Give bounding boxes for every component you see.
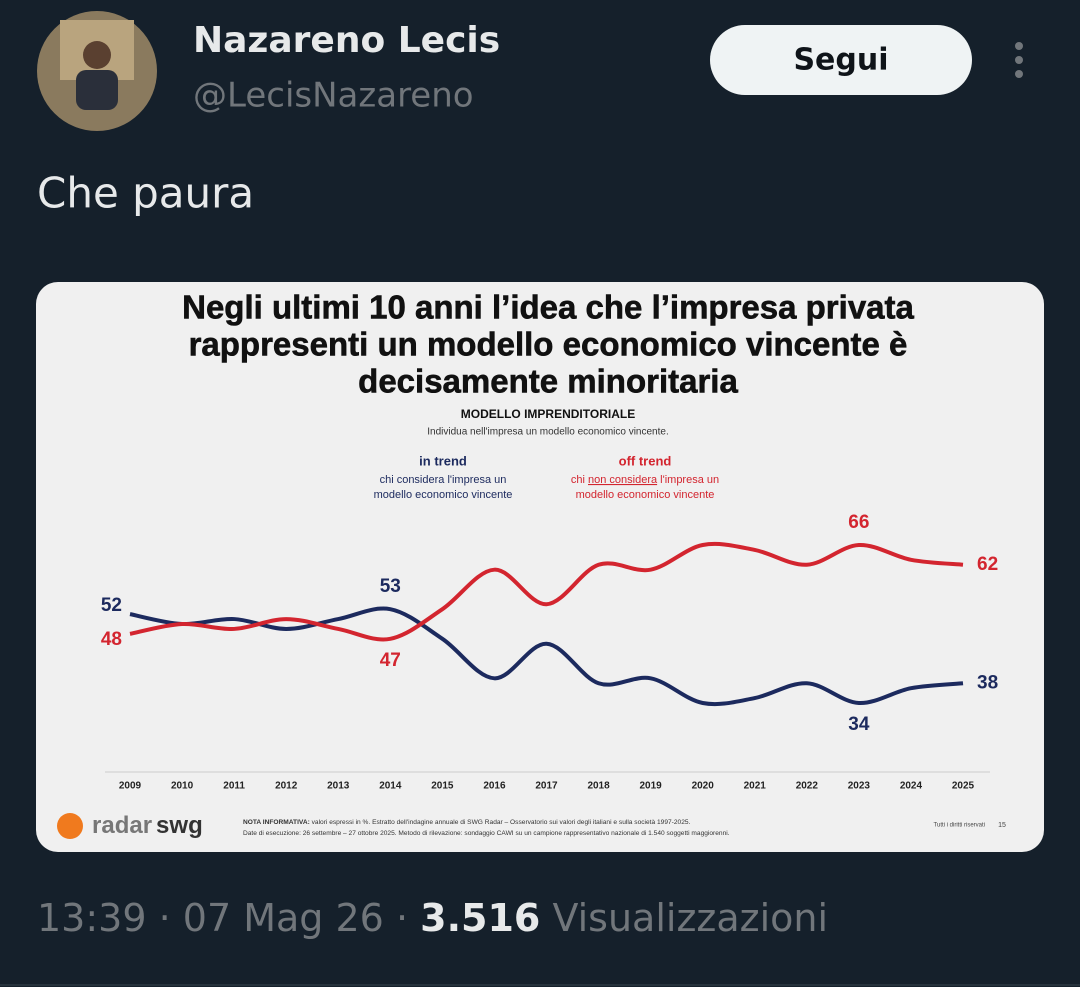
date: 07 Mag 26 [183, 896, 384, 940]
x-tick-label: 2023 [848, 781, 871, 792]
value-label: 66 [848, 512, 869, 533]
logo-part: radar [92, 812, 152, 839]
time: 13:39 [37, 896, 147, 940]
legend-text: non considera [588, 474, 658, 486]
views: 3.516 [420, 896, 540, 940]
x-tick-label: 2018 [587, 781, 610, 792]
user-handle[interactable]: @LecisNazareno [193, 76, 474, 116]
sep: · [159, 896, 171, 940]
note: NOTA INFORMATIVA: valori espressi in %. … [243, 819, 691, 826]
x-tick-label: 2015 [431, 781, 454, 792]
legend-description: modello economico vincente [374, 489, 513, 501]
legend-name: in trend [419, 453, 467, 468]
chart-question: Individua nell'impresa un modello econom… [427, 427, 669, 438]
chart-card[interactable] [36, 282, 1044, 852]
x-tick-label: 2010 [171, 781, 194, 792]
value-label: 52 [101, 595, 122, 616]
value-label: 62 [977, 554, 998, 575]
x-tick-label: 2011 [223, 781, 245, 792]
x-tick-label: 2016 [483, 781, 506, 792]
legend-text: chi [571, 474, 588, 486]
series-line [129, 541, 964, 642]
chart-subtitle: MODELLO IMPRENDITORIALE [461, 407, 635, 421]
legend-description: modello economico vincente [576, 489, 715, 501]
series-line [129, 606, 964, 707]
note-text: Date di esecuzione: 26 settembre – 27 ot… [243, 830, 730, 837]
x-tick-label: 2013 [327, 781, 350, 792]
x-tick-label: 2012 [275, 781, 298, 792]
value-label: 53 [380, 576, 401, 597]
views-label: Visualizzazioni [552, 896, 828, 940]
note-text: valori espressi in %. Estratto dell'inda… [310, 819, 691, 826]
avatar-head [83, 41, 111, 69]
follow-button[interactable] [710, 25, 972, 95]
avatar-body [76, 70, 118, 110]
x-tick-label: 2025 [952, 781, 975, 792]
x-tick-label: 2009 [119, 781, 142, 792]
legend-description: chi considera l'impresa un [380, 474, 507, 486]
legend-text: modello economico vincente [374, 489, 513, 501]
chart: Negli ultimi 10 anni l’idea che l’impres… [57, 288, 1006, 839]
legend-name: off trend [619, 453, 672, 468]
value-label: 38 [977, 672, 998, 693]
logo-part: swg [156, 812, 203, 839]
x-tick-label: 2024 [900, 781, 923, 792]
rights: Tutti i diritti riservati [934, 823, 985, 829]
chart-title: Negli ultimi 10 anni l’idea che l’impres… [182, 289, 914, 326]
x-tick-label: 2020 [692, 781, 715, 792]
sep: · [396, 896, 408, 940]
legend-text: l'impresa un [657, 474, 719, 486]
logo-icon [57, 813, 83, 839]
menu[interactable] [1015, 42, 1023, 78]
chart-title: rappresenti un modello economico vincent… [189, 326, 908, 363]
x-tick-label: 2014 [379, 781, 402, 792]
x-tick-label: 2017 [535, 781, 558, 792]
user-name[interactable]: Nazareno Lecis [193, 20, 500, 61]
value-label: 34 [848, 714, 870, 735]
page-number: 15 [998, 822, 1006, 829]
logo: radar swg [92, 812, 203, 839]
value-label: 48 [101, 629, 122, 650]
note: Date di esecuzione: 26 settembre – 27 ot… [243, 830, 730, 837]
meta: 13:39 · 07 Mag 26 · 3.516 Visualizzazion… [37, 896, 828, 940]
x-tick-label: 2021 [744, 781, 767, 792]
legend-description: chi non considera l'impresa un [571, 474, 719, 486]
tweet-text: Che paura [37, 169, 254, 218]
value-label: 47 [380, 650, 401, 671]
note-text: NOTA INFORMATIVA: [243, 819, 310, 826]
legend-text: modello economico vincente [576, 489, 715, 501]
x-tick-label: 2022 [796, 781, 819, 792]
follow-label[interactable]: Segui [793, 43, 888, 78]
legend-text: chi considera l'impresa un [380, 474, 507, 486]
x-tick-label: 2019 [640, 781, 663, 792]
chart-title: decisamente minoritaria [358, 363, 738, 400]
